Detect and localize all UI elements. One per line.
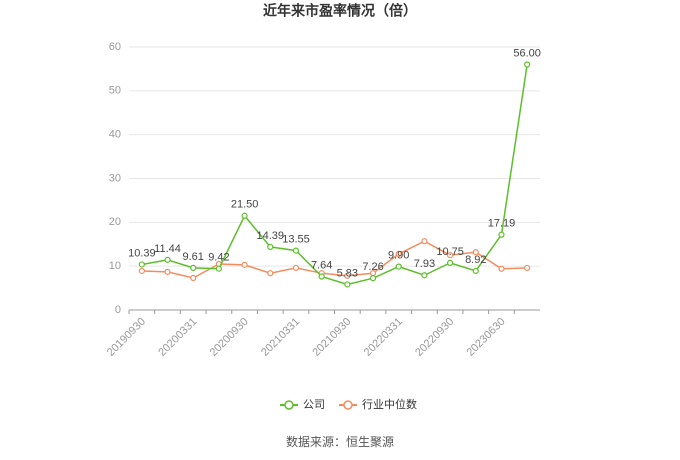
y-tick-label: 60 <box>109 41 121 53</box>
data-label: 7.64 <box>311 259 332 271</box>
y-tick-label: 50 <box>109 85 121 97</box>
legend-marker <box>284 400 294 410</box>
point <box>498 231 505 238</box>
point <box>138 261 145 268</box>
legend-label: 行业中位数 <box>362 397 417 411</box>
data-label: 8.92 <box>465 254 486 266</box>
legend-marker <box>343 400 353 410</box>
point <box>446 252 454 259</box>
data-label: 5.83 <box>337 267 358 279</box>
x-tick-label: 20230630 <box>465 316 508 359</box>
data-label: 10.75 <box>436 246 464 258</box>
point <box>524 61 531 68</box>
y-tick-label: 30 <box>109 172 121 184</box>
point <box>395 263 402 270</box>
y-tick-label: 20 <box>109 216 121 228</box>
point <box>164 256 171 263</box>
point <box>498 265 505 272</box>
series-line <box>141 240 528 279</box>
data-label: 7.26 <box>362 261 383 273</box>
point <box>395 250 402 257</box>
data-label: 17.19 <box>488 218 516 230</box>
point <box>472 267 479 275</box>
point <box>267 243 274 251</box>
data-label: 9.61 <box>183 251 204 263</box>
point <box>472 249 479 256</box>
x-tick-label: 20200930 <box>208 316 251 359</box>
x-tick-label: 20210331 <box>259 316 302 359</box>
source: 数据来源：恒生聚源 <box>286 434 394 449</box>
x-tick-label: 20190930 <box>105 316 148 359</box>
point <box>138 267 145 275</box>
point <box>190 274 197 282</box>
point <box>292 247 300 254</box>
point <box>164 268 171 275</box>
y-tick-label: 40 <box>109 129 121 141</box>
y-tick-label: 10 <box>109 260 121 272</box>
data-label: 9.42 <box>208 252 229 264</box>
data-label: 14.39 <box>257 230 285 242</box>
data-label: 9.90 <box>388 250 409 262</box>
x-tick-label: 20210930 <box>310 316 353 359</box>
chart-title: 近年来市盈率情况（倍） <box>263 3 417 19</box>
point <box>421 272 428 279</box>
point <box>344 281 351 288</box>
y-tick-label: 0 <box>115 304 121 316</box>
point <box>421 238 428 245</box>
point <box>190 264 197 271</box>
point <box>524 264 531 272</box>
x-tick-label: 20220331 <box>362 316 405 359</box>
point <box>344 272 351 279</box>
point <box>241 212 248 219</box>
point <box>215 265 223 272</box>
legend-label: 公司 <box>303 399 325 411</box>
point <box>318 273 325 280</box>
point <box>241 261 248 268</box>
point <box>446 259 454 266</box>
data-label: 13.55 <box>282 234 310 246</box>
point <box>267 270 274 277</box>
data-label: 7.93 <box>414 258 435 270</box>
point <box>369 275 377 282</box>
x-tick-label: 20200331 <box>156 316 199 359</box>
series-line <box>141 64 528 286</box>
data-label: 10.39 <box>128 247 156 259</box>
data-label: 21.50 <box>231 199 259 211</box>
data-label: 56.00 <box>513 47 541 59</box>
point <box>292 264 300 272</box>
x-tick-label: 20220930 <box>413 316 456 359</box>
data-label: 11.44 <box>154 243 181 255</box>
